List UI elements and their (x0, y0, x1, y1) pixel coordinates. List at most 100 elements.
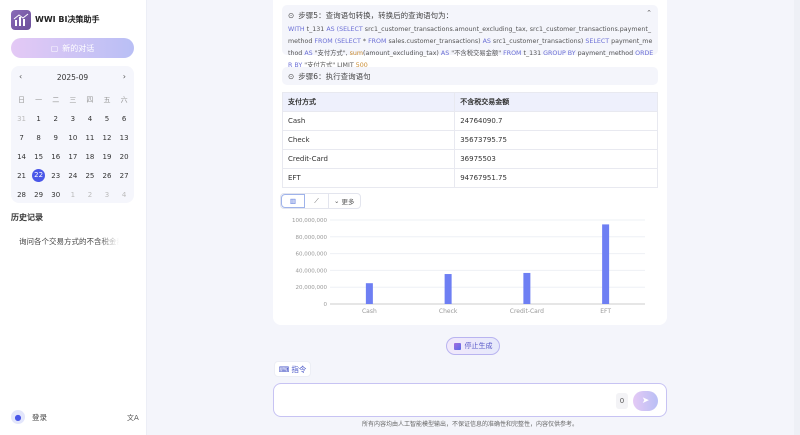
calendar-day[interactable]: 14 (17, 152, 26, 161)
sql-code: WITH t_131 AS (SELECT src1_customer_tran… (288, 24, 654, 72)
calendar-day[interactable]: 5 (104, 114, 110, 123)
calendar-day[interactable]: 21 (17, 171, 26, 180)
table-header: 支付方式 (281, 92, 456, 112)
calendar-day[interactable]: 3 (104, 190, 110, 199)
weekday-label: 六 (120, 95, 128, 104)
app-logo-icon (11, 10, 31, 30)
sql-token: 500 (355, 62, 368, 69)
more-chart-button[interactable]: ⌄ 更多 (329, 194, 360, 208)
cell: EFT (281, 168, 456, 188)
step5-title: 步骤5：查询语句转换，转换后的查询语句为： (298, 11, 454, 20)
y-tick-label: 40,000,000 (296, 268, 328, 274)
sql-token: SELECT (339, 26, 365, 33)
calendar-day[interactable]: 2 (87, 190, 93, 199)
calendar-day[interactable]: 26 (102, 171, 112, 180)
history-title: 历史记录 (11, 213, 43, 222)
scrollbar[interactable] (794, 0, 800, 435)
bar-chart: 0 20,000,000 40,000,000 60,000,000 80,000,00… (292, 218, 645, 315)
command-button[interactable]: ⌨ 指令 (274, 361, 311, 377)
stop-generating-button[interactable]: 停止生成 (446, 337, 500, 355)
calendar-day[interactable]: 8 (36, 133, 41, 142)
sql-token: AS ( (326, 26, 340, 33)
calendar-day[interactable]: 17 (68, 152, 78, 161)
calendar-day[interactable]: 3 (70, 114, 76, 123)
sidebar: WWI BI决策助手 ▢ 新的对话 ‹ 2025-09 › 日一二三四五六 31 1 2… (0, 0, 147, 435)
sql-token: FROM (368, 38, 389, 45)
cell: 35673795.75 (454, 130, 658, 150)
weekday-label: 四 (86, 95, 94, 104)
y-tick-label: 20,000,000 (296, 285, 328, 291)
next-month-button[interactable]: › (122, 72, 126, 81)
message-input[interactable]: 0 ➤ (273, 383, 667, 417)
bar-credit-card[interactable] (523, 272, 531, 304)
more-label: 更多 (341, 198, 355, 206)
sql-token: src1_customer_transactions) (492, 38, 586, 45)
translate-icon[interactable]: 文A (127, 414, 139, 422)
calendar-day[interactable]: 29 (34, 190, 44, 199)
calendar-day[interactable]: 28 (17, 190, 26, 199)
calendar-day[interactable]: 4 (87, 114, 93, 123)
calendar-day[interactable]: 10 (68, 133, 78, 142)
calendar-day[interactable]: 1 (70, 190, 76, 199)
bar-eft[interactable] (602, 224, 610, 304)
sql-token: sales.customer_transactions) (388, 38, 483, 45)
sql-token: "支付方式", (314, 50, 350, 57)
prev-month-button[interactable]: ‹ (19, 72, 23, 81)
result-table: 支付方式 不含税交易金额 Cash 24764090.7 Check 35673795… (281, 92, 658, 188)
calendar-day[interactable]: 12 (102, 133, 112, 142)
sql-token: "支付方式" LIMIT (304, 62, 356, 69)
calendar-day[interactable]: 20 (119, 152, 129, 161)
weekday-label: 五 (103, 95, 111, 104)
table-row: EFT 94767951.75 (281, 168, 658, 188)
calendar-day[interactable]: 9 (53, 133, 58, 142)
bar-check[interactable] (444, 274, 452, 304)
sql-token: src1_customer_transactions.amount_exclud… (288, 26, 651, 45)
cell: 94767951.75 (454, 168, 658, 188)
login-button[interactable]: ● 登录 (11, 410, 47, 424)
history-item[interactable]: 询问各个交易方式的不含税金额 (19, 237, 119, 246)
calendar-day[interactable]: 6 (121, 114, 127, 123)
calendar-day[interactable]: 13 (119, 133, 129, 142)
calendar-day[interactable]: 15 (34, 152, 44, 161)
table-row: Cash 24764090.7 (281, 111, 658, 131)
calendar-day[interactable]: 7 (19, 133, 24, 142)
calendar-day[interactable]: 25 (85, 171, 95, 180)
sql-token: AS (304, 50, 315, 57)
send-button[interactable]: ➤ (633, 391, 658, 411)
calendar-day[interactable]: 31 (17, 114, 26, 123)
calendar-day[interactable]: 16 (51, 152, 61, 161)
table-header: 不含税交易金额 (454, 92, 658, 112)
calendar-day[interactable]: 4 (121, 190, 127, 199)
calendar: ‹ 2025-09 › 日一二三四五六 31 1 2 3 4 5 6 7 8 9 10 11 12 13 14… (11, 66, 134, 203)
sql-token: SELECT (337, 38, 363, 45)
calendar-day[interactable]: 2 (53, 114, 58, 123)
table-row: Check 35673795.75 (281, 130, 658, 150)
stop-icon (453, 342, 461, 350)
collapse-chevron-icon[interactable]: ⌃ (646, 9, 652, 17)
x-tick-label: EFT (600, 308, 611, 315)
cell: 24764090.7 (454, 111, 658, 131)
keyboard-icon: ⌨ (278, 364, 290, 374)
calendar-day[interactable]: 22 (30, 169, 47, 182)
weekday-label: 二 (52, 95, 60, 104)
step6-panel[interactable]: ⊙ 步骤6：执行查询语句 (282, 67, 658, 85)
calendar-day[interactable]: 23 (51, 171, 61, 180)
calendar-day[interactable]: 30 (51, 190, 61, 199)
calendar-month: 2025-09 (56, 73, 89, 82)
sql-token: "不含税交易金额" (451, 50, 504, 57)
calendar-day[interactable]: 11 (85, 133, 95, 142)
calendar-day[interactable]: 1 (36, 114, 41, 123)
calendar-day[interactable]: 19 (102, 152, 112, 161)
sql-token: (amount_excluding_tax) (363, 50, 441, 57)
calendar-day[interactable]: 27 (119, 171, 129, 180)
sql-token: sum (349, 50, 364, 57)
bar-cash[interactable] (365, 283, 373, 304)
cell: Check (281, 130, 456, 150)
calendar-day[interactable]: 24 (68, 171, 78, 180)
new-chat-button[interactable]: ▢ 新的对话 (11, 38, 134, 58)
check-circle-icon: ⊙ (288, 11, 295, 20)
line-chart-button[interactable]: ⟋ (305, 194, 329, 208)
bar-chart-button[interactable]: ▥ (281, 194, 305, 208)
calendar-day[interactable]: 18 (85, 152, 95, 161)
y-tick-label: 0 (324, 302, 328, 308)
